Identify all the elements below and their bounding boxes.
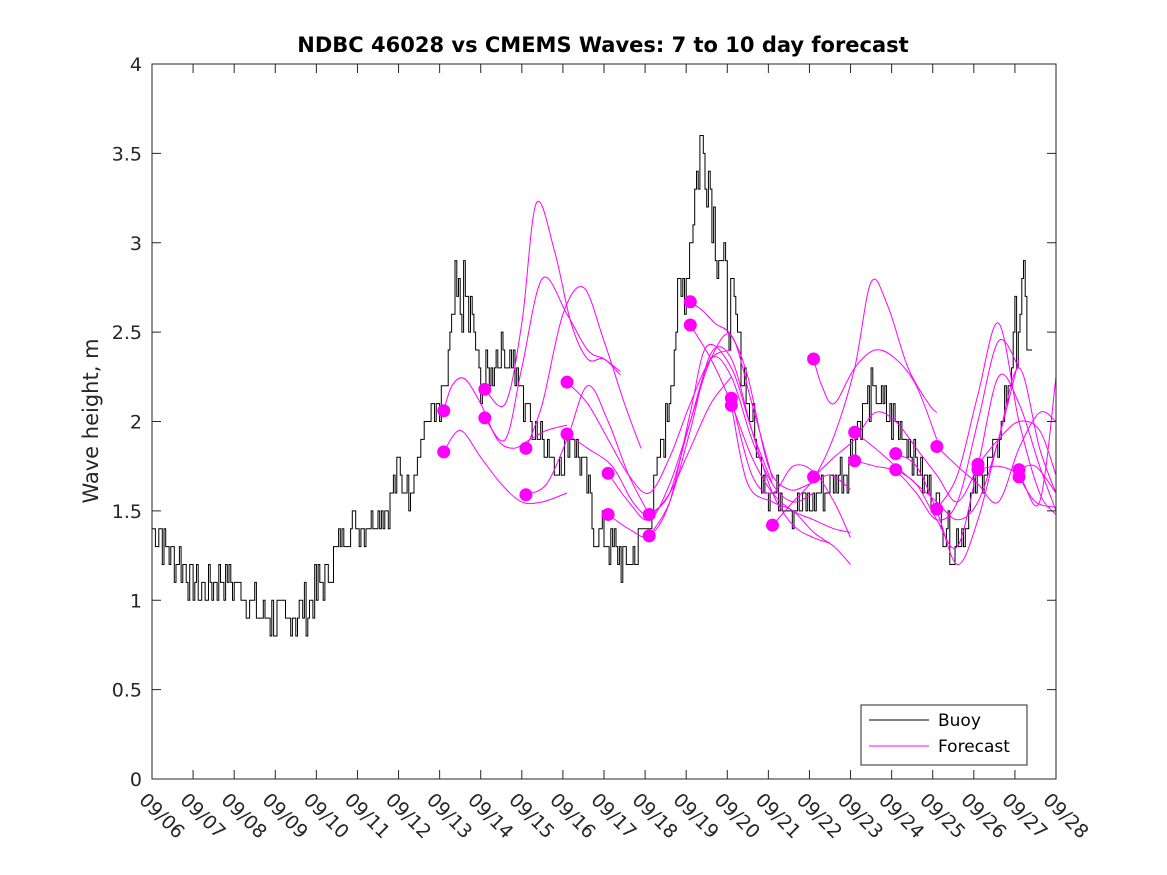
forecast-series-line-3 — [484, 276, 621, 442]
forecast-series-line-9 — [607, 344, 773, 538]
legend-box — [860, 704, 1028, 766]
forecast-marker-3 — [478, 411, 492, 425]
chart-title: NDBC 46028 vs CMEMS Waves: 7 to 10 day f… — [297, 33, 908, 57]
forecast-series-line-10 — [648, 356, 814, 515]
forecast-marker-16 — [765, 518, 779, 532]
forecast-marker-20 — [848, 454, 862, 468]
forecast-series-line-17 — [813, 349, 938, 440]
forecast-marker-8 — [601, 466, 615, 480]
forecast-series-line-1 — [443, 429, 568, 505]
buoy-series-line — [152, 135, 1032, 637]
forecast-series-line-23 — [936, 411, 1056, 504]
forecast-marker-11 — [642, 529, 656, 543]
forecast-series-line-20 — [854, 338, 1020, 521]
forecast-marker-17 — [807, 352, 821, 366]
forecast-marker-23 — [930, 440, 944, 454]
y-tick-label: 0 — [130, 769, 142, 791]
y-tick-label: 1 — [130, 590, 142, 612]
y-tick-label: 3 — [130, 233, 142, 255]
y-tick-label: 4 — [130, 54, 142, 76]
forecast-series-line-18 — [813, 411, 979, 503]
forecast-marker-0 — [437, 404, 451, 418]
forecast-marker-12 — [683, 295, 697, 309]
forecast-marker-9 — [601, 507, 615, 521]
forecast-marker-28 — [1012, 470, 1026, 484]
forecast-series-line-21 — [895, 367, 1056, 565]
y-tick-label: 0.5 — [112, 680, 142, 702]
y-axis-label: Wave height, m — [79, 338, 103, 503]
forecast-marker-5 — [519, 488, 533, 502]
forecast-marker-24 — [930, 502, 944, 516]
legend-label-buoy: Buoy — [938, 711, 981, 731]
y-tick-label: 2.5 — [112, 322, 142, 344]
forecast-series-line-2 — [484, 200, 621, 407]
y-tick-label: 3.5 — [112, 143, 142, 165]
plot-area — [151, 63, 1057, 780]
forecast-marker-26 — [971, 463, 985, 477]
forecast-series-line-11 — [648, 346, 831, 544]
forecast-marker-6 — [560, 375, 574, 389]
forecast-marker-10 — [642, 507, 656, 521]
forecast-marker-15 — [724, 398, 738, 412]
forecast-marker-2 — [478, 382, 492, 396]
legend: Buoy Forecast — [860, 704, 1028, 766]
forecast-series-line-28 — [1018, 476, 1056, 508]
legend-label-forecast: Forecast — [938, 737, 1010, 757]
forecast-series-line-4 — [525, 286, 642, 449]
forecast-marker-19 — [848, 425, 862, 439]
forecast-series-line-0 — [443, 377, 568, 449]
forecast-marker-4 — [519, 441, 533, 455]
forecast-series-line-15 — [730, 405, 851, 565]
forecast-marker-1 — [437, 445, 451, 459]
forecast-series-line-24 — [936, 322, 1056, 515]
forecast-marker-18 — [807, 470, 821, 484]
y-tick-label: 1.5 — [112, 501, 142, 523]
forecast-marker-21 — [889, 447, 903, 461]
y-tick-label: 2 — [130, 412, 142, 434]
forecast-series-line-16 — [772, 278, 938, 526]
forecast-series-line-14 — [730, 398, 851, 538]
forecast-series-line-25 — [977, 420, 1056, 476]
forecast-marker-7 — [560, 427, 574, 441]
forecast-marker-13 — [683, 318, 697, 332]
forecast-marker-22 — [889, 463, 903, 477]
